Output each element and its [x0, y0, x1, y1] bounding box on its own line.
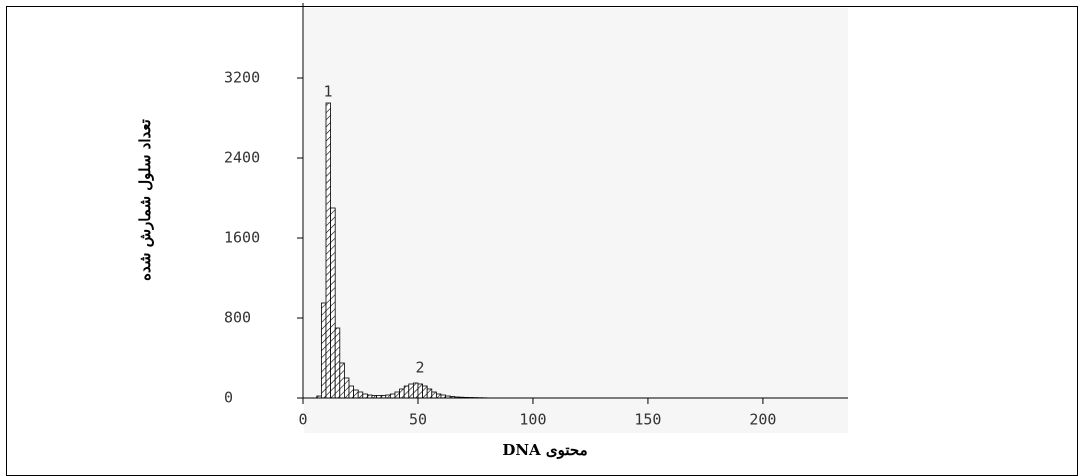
bar: [335, 328, 340, 398]
y-tick-label: 800: [224, 309, 251, 327]
bar: [423, 386, 428, 398]
y-tick-label: 3200: [224, 69, 260, 87]
bar: [331, 208, 336, 398]
x-tick-label: 50: [409, 411, 427, 429]
bar: [363, 394, 368, 398]
x-tick-label: 0: [298, 411, 307, 429]
y-axis-label: تعداد سلول شمارش شده: [136, 119, 154, 281]
bar: [326, 103, 331, 398]
bar: [404, 386, 409, 398]
plot-background: [304, 8, 848, 433]
bar: [390, 394, 395, 398]
bar: [427, 389, 432, 398]
bar: [349, 386, 354, 398]
bar: [358, 392, 363, 398]
peak-label: 1: [323, 83, 332, 101]
bar: [400, 389, 405, 398]
x-tick-label: 200: [749, 411, 776, 429]
bar: [409, 384, 414, 398]
bar: [321, 303, 326, 398]
bar: [413, 383, 418, 398]
x-axis-label: محتوی DNA: [502, 441, 587, 459]
x-tick-label: 100: [519, 411, 546, 429]
y-tick-label: 2400: [224, 149, 260, 167]
bar: [418, 384, 423, 398]
bar: [354, 390, 359, 398]
bar: [344, 378, 349, 398]
peak-label: 2: [415, 359, 424, 377]
x-tick-label: 150: [634, 411, 661, 429]
y-tick-label: 0: [224, 389, 233, 407]
y-tick-label: 1600: [224, 229, 260, 247]
bar: [340, 363, 345, 398]
bar: [432, 392, 437, 398]
bar: [395, 392, 400, 398]
bar: [436, 394, 441, 398]
